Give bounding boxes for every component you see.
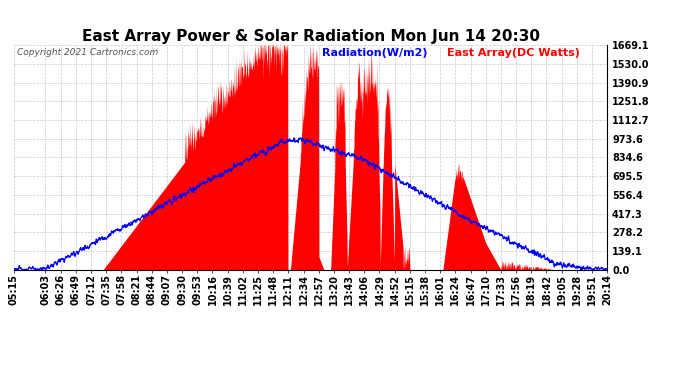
Text: Radiation(W/m2): Radiation(W/m2): [322, 48, 428, 58]
Text: East Array(DC Watts): East Array(DC Watts): [447, 48, 580, 58]
Text: Copyright 2021 Cartronics.com: Copyright 2021 Cartronics.com: [17, 48, 158, 57]
Title: East Array Power & Solar Radiation Mon Jun 14 20:30: East Array Power & Solar Radiation Mon J…: [81, 29, 540, 44]
